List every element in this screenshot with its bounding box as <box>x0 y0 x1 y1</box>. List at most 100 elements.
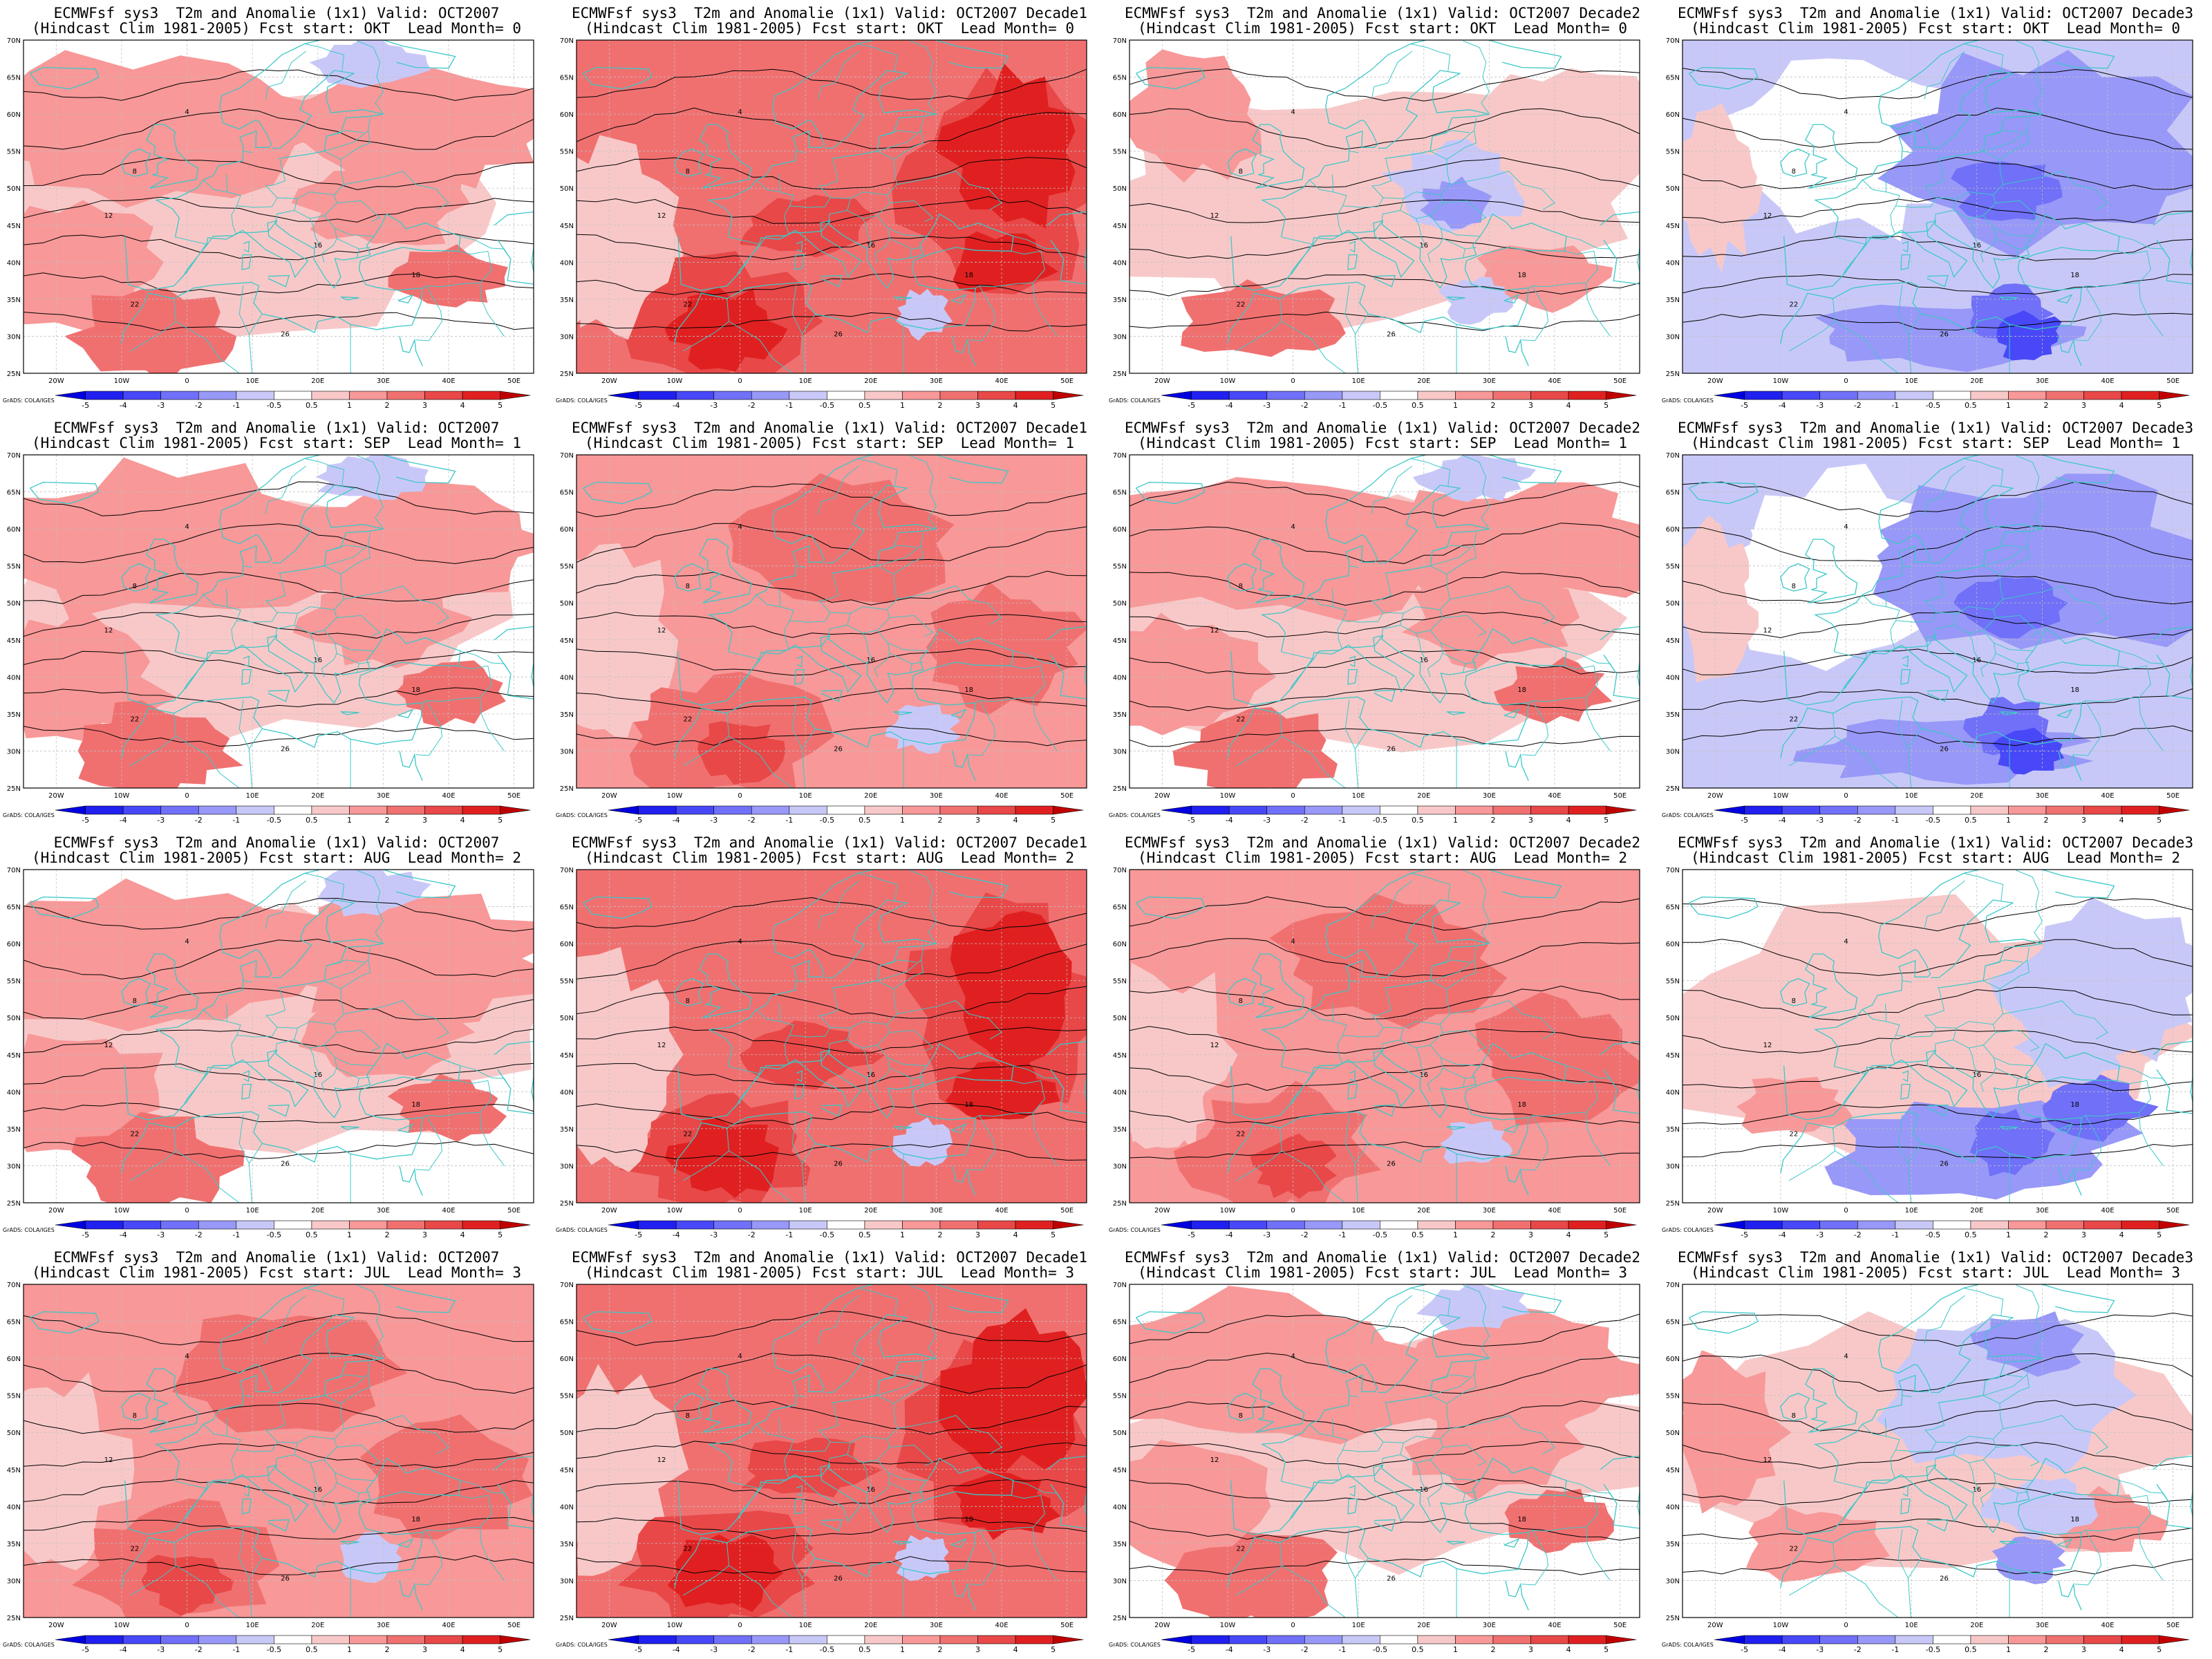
isotherm-line <box>577 1103 1087 1125</box>
border-line <box>1585 283 1611 337</box>
lat-label: 35N <box>1113 1126 1127 1134</box>
colorbar-label: -1 <box>1891 1645 1899 1654</box>
border-line <box>968 700 996 756</box>
colorbar-label: -1 <box>1338 1645 1346 1654</box>
border-line <box>1331 1418 1333 1436</box>
lon-label: 30E <box>1483 1207 1496 1215</box>
lon-label: 40E <box>1548 377 1561 385</box>
panel-subtitle: (Hindcast Clim 1981-2005) Fcst start: SE… <box>584 435 1074 451</box>
border-line <box>877 130 921 152</box>
contour-label: 16 <box>313 1071 322 1079</box>
lat-label: 70N <box>560 452 574 460</box>
lat-label: 40N <box>7 259 21 267</box>
coastline <box>707 455 937 653</box>
isotherm-line <box>1683 1353 2193 1392</box>
colorbar-segment <box>1342 391 1380 400</box>
contour-label: 16 <box>313 657 322 664</box>
border-line <box>791 700 803 749</box>
border-line <box>862 1462 872 1493</box>
colorbar-segment <box>1228 1220 1268 1230</box>
lon-label: 20W <box>48 1622 64 1629</box>
colorbar-segment <box>827 805 865 815</box>
border-line <box>357 40 384 115</box>
lat-label: 45N <box>1666 1467 1680 1474</box>
border-line <box>1985 959 2023 966</box>
coastline <box>494 1040 534 1114</box>
colorbar-label: -1 <box>232 1230 240 1239</box>
border-line <box>1934 1443 1957 1466</box>
anomaly-shade <box>739 194 876 258</box>
isotherm-line <box>577 68 1087 100</box>
colorbar-segment <box>1857 1635 1896 1644</box>
lat-label: 45N <box>1666 1052 1680 1060</box>
panel-subtitle: (Hindcast Clim 1981-2005) Fcst start: JU… <box>1690 1264 2180 1281</box>
border-line <box>1895 1403 1945 1452</box>
contour-label: 4 <box>1844 938 1848 946</box>
lon-label: 20W <box>1154 377 1170 385</box>
lat-label: 55N <box>1666 1393 1680 1400</box>
lat-label: 45N <box>560 1052 574 1060</box>
colorbar-min-arrow <box>608 1220 639 1230</box>
contour-label: 8 <box>1239 1412 1243 1420</box>
isotherm-line <box>24 1029 534 1054</box>
coastline <box>1489 455 1562 484</box>
colorbar-label: -2 <box>1301 816 1309 825</box>
border-line <box>1953 609 1996 634</box>
anomaly-shade <box>577 640 653 738</box>
colorbar-label: -1 <box>1891 1230 1899 1239</box>
border-line <box>2074 1530 2102 1586</box>
contour-label: 18 <box>411 1101 420 1109</box>
border-line <box>321 1459 337 1507</box>
border-line <box>910 455 937 529</box>
coastline <box>1900 1498 1911 1515</box>
colorbar-segment <box>1304 805 1343 815</box>
isotherm-line <box>1130 1352 1640 1394</box>
coastline <box>1047 211 1087 285</box>
border-line <box>1463 248 1465 259</box>
lon-label: 50E <box>1613 792 1627 800</box>
coastline <box>121 1042 461 1174</box>
colorbar-segment <box>198 805 237 815</box>
coastline <box>707 870 937 1067</box>
coastline <box>1688 66 1759 90</box>
border-line <box>1996 1029 2040 1051</box>
isotherm-line <box>1130 938 1640 977</box>
colorbar-segment <box>1417 805 1456 815</box>
lat-label: 40N <box>560 674 574 682</box>
contour-label: 26 <box>281 745 290 753</box>
colorbar-label: -5 <box>1188 816 1195 825</box>
colorbar-label: 2 <box>385 1230 390 1239</box>
lat-label: 25N <box>1113 1200 1127 1208</box>
border-line <box>340 947 371 989</box>
coastline <box>1349 1070 1356 1082</box>
coastline <box>1780 213 2120 344</box>
colorbar-min-arrow <box>55 1635 86 1644</box>
lat-label: 30N <box>1666 748 1680 756</box>
lat-label: 25N <box>7 1200 21 1208</box>
border-line <box>1371 1295 1413 1344</box>
lon-label: 50E <box>2166 1622 2180 1629</box>
colorbar-segment <box>1417 391 1456 400</box>
grads-credit: GrADS: COLA/IGES <box>1109 397 1161 404</box>
coastline <box>794 1083 805 1100</box>
lat-label: 70N <box>1113 1282 1127 1289</box>
lon-label: 10E <box>1905 792 1918 800</box>
lat-label: 30N <box>560 1577 574 1585</box>
anomaly-shade <box>1420 176 1492 229</box>
isotherm-line <box>577 234 1087 261</box>
lat-label: 35N <box>7 297 21 304</box>
colorbar-label: 2 <box>1491 1645 1496 1654</box>
isotherm-line <box>577 312 1087 332</box>
anomaly-shade <box>1181 279 1346 357</box>
border-line <box>778 1003 780 1022</box>
colorbar-segment <box>349 1635 388 1644</box>
lat-label: 55N <box>7 978 21 986</box>
border-line <box>1442 1067 1477 1079</box>
lon-label: 0 <box>1844 1207 1848 1215</box>
colorbar-segment <box>274 391 312 400</box>
border-line <box>2138 283 2164 337</box>
border-line <box>968 285 996 341</box>
colorbar-label: 3 <box>2081 1230 2086 1239</box>
colorbar-segment <box>751 1635 790 1644</box>
border-line <box>756 180 794 234</box>
